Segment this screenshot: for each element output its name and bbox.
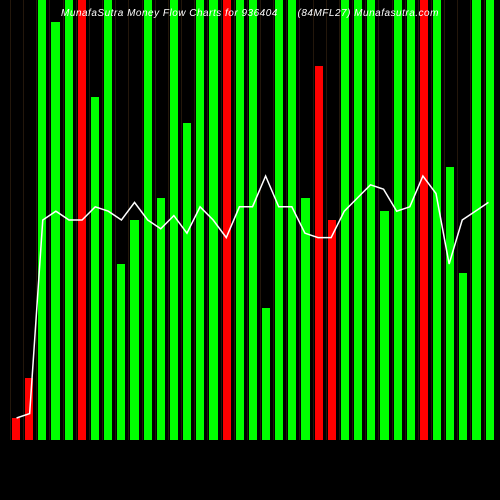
title-right: (84MFL27) Munafasutra.com (298, 8, 439, 19)
trend-line (10, 0, 495, 440)
chart-title: MunafaSutra Money Flow Charts for 936404… (0, 8, 500, 19)
x-axis-labels: 936.00 F:90.5%929.00 F:91.5%928.00 F:50.… (10, 440, 495, 500)
chart-area (10, 0, 495, 440)
title-left: MunafaSutra Money Flow Charts for 936404 (61, 8, 278, 19)
